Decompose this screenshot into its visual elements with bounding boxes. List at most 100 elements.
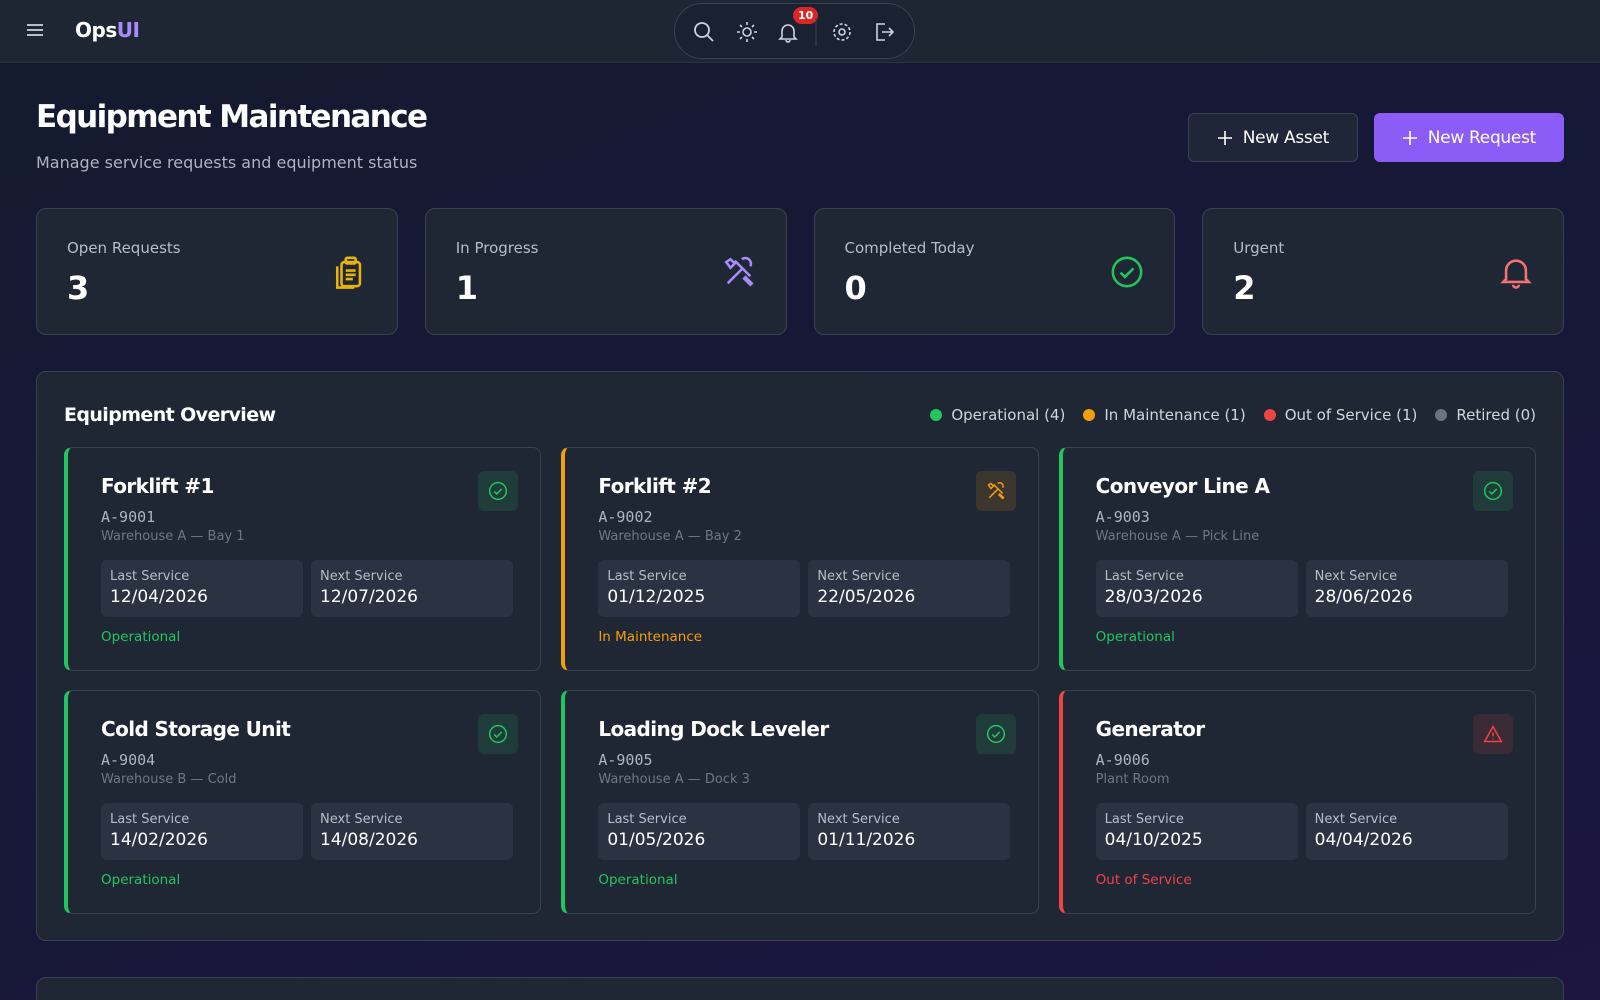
stat-value: 3	[67, 269, 90, 307]
legend-dot	[1083, 409, 1096, 421]
logo-accent: UI	[116, 18, 140, 42]
button-label: New Request	[1427, 127, 1537, 148]
equipment-name: Conveyor Line A	[1095, 474, 1270, 498]
location: Warehouse A — Dock 3	[598, 772, 750, 787]
service-date: 12/07/2026	[320, 587, 418, 607]
legend: Operational (4) In Maintenance (1) Out of …	[930, 406, 1536, 424]
equipment-name: Forklift #1	[101, 474, 214, 498]
equipment-card: Forklift #1 A-9001 Warehouse A — Bay 1 Last…	[64, 447, 542, 671]
status-text: Operational	[101, 872, 181, 888]
stat-label: Open Requests	[67, 239, 181, 257]
status-icon	[975, 714, 1016, 754]
location: Warehouse A — Bay 2	[598, 529, 742, 544]
service-date: 04/04/2026	[1314, 830, 1413, 850]
theme-button[interactable]	[736, 21, 758, 43]
logout-button[interactable]	[873, 21, 895, 43]
logo-text: Ops	[75, 18, 117, 42]
service-date: 12/04/2026	[110, 587, 208, 607]
page-subtitle: Manage service requests and equipment st…	[36, 153, 418, 172]
location: Plant Room	[1095, 772, 1170, 787]
service-box: Last Service 14/02/2026	[101, 803, 303, 860]
stat-value: 1	[455, 269, 479, 307]
icon	[489, 481, 508, 501]
service-box: Last Service 01/12/2025	[598, 560, 801, 617]
service-date: 28/06/2026	[1314, 587, 1413, 607]
location: Warehouse A — Pick Line	[1095, 529, 1260, 544]
service-label: Next Service	[1314, 812, 1398, 827]
plus-icon	[1217, 130, 1232, 145]
service-box: Next Service 12/07/2026	[311, 560, 513, 617]
panel-title: Equipment Overview	[64, 404, 276, 426]
service-label: Next Service	[320, 812, 403, 827]
status-text: Operational	[598, 872, 678, 888]
page-header: Equipment Maintenance Manage service req…	[36, 63, 1564, 208]
service-label: Next Service	[320, 569, 403, 584]
next-panel	[36, 977, 1564, 1000]
button-label: New Asset	[1242, 127, 1330, 148]
stat-value: 0	[844, 269, 867, 307]
stat-card: In Progress 1	[424, 208, 787, 335]
service-date: 28/03/2026	[1104, 587, 1203, 607]
equipment-name: Cold Storage Unit	[101, 717, 291, 741]
divider	[815, 18, 817, 46]
status-icon	[478, 471, 519, 511]
page-title: Equipment Maintenance	[36, 99, 428, 135]
main: Equipment Maintenance Manage service req…	[0, 63, 1600, 1000]
service-label: Last Service	[1104, 812, 1184, 827]
service-box: Last Service 04/10/2025	[1095, 803, 1298, 860]
equipment-name: Generator	[1095, 717, 1206, 741]
stats-row: Open Requests 3 In Progress 1 Completed Toda…	[36, 208, 1564, 335]
service-label: Last Service	[110, 812, 190, 827]
new-request-button[interactable]: New Request	[1373, 113, 1564, 162]
equipment-card: Generator A-9006 Plant Room Last Service 04/…	[1058, 690, 1536, 914]
service-box: Last Service 01/05/2026	[598, 803, 801, 860]
service-date: 01/11/2026	[817, 830, 916, 850]
legend-dot	[1435, 409, 1448, 421]
service-date: 14/08/2026	[320, 830, 418, 850]
icon	[1500, 259, 1532, 289]
toolbar: 10	[674, 3, 915, 59]
equipment-card: Conveyor Line A A-9003 Warehouse A — Pick …	[1058, 447, 1536, 671]
icon	[1111, 256, 1143, 288]
stat-card: Open Requests 3	[36, 208, 398, 335]
stat-card: Urgent 2	[1202, 208, 1564, 335]
stat-card: Completed Today 0	[813, 208, 1176, 335]
logo[interactable]: OpsUI	[75, 18, 140, 42]
status-text: Out of Service	[1095, 872, 1192, 888]
legend-label: In Maintenance (1)	[1104, 406, 1246, 424]
equipment-name: Forklift #2	[598, 474, 712, 498]
equipment-name: Loading Dock Leveler	[598, 717, 829, 741]
stat-label: Completed Today	[844, 239, 975, 257]
icon	[723, 256, 754, 287]
search-button[interactable]	[693, 21, 715, 43]
equipment-card: Loading Dock Leveler A-9005 Warehouse A — …	[561, 690, 1039, 914]
service-box: Next Service 01/11/2026	[808, 803, 1011, 860]
stat-label: Urgent	[1233, 239, 1285, 257]
icon	[335, 256, 361, 289]
menu-button[interactable]	[26, 22, 44, 38]
service-box: Next Service 22/05/2026	[808, 560, 1011, 617]
legend-dot	[1263, 409, 1276, 421]
service-date: 04/10/2025	[1104, 830, 1203, 850]
notifications-button[interactable]	[777, 21, 799, 43]
status-icon	[478, 714, 519, 754]
asset-id: A-9002	[598, 508, 653, 526]
service-label: Next Service	[1314, 569, 1398, 584]
settings-button[interactable]	[831, 21, 853, 43]
status-text: Operational	[1095, 629, 1175, 645]
service-label: Last Service	[110, 569, 190, 584]
icon	[986, 724, 1005, 744]
service-box: Last Service 28/03/2026	[1095, 560, 1298, 617]
status-text: Operational	[101, 629, 181, 645]
asset-id: A-9006	[1095, 751, 1150, 769]
service-box: Next Service 14/08/2026	[311, 803, 513, 860]
plus-icon	[1402, 130, 1417, 145]
equipment-card: Forklift #2 A-9002 Warehouse A — Bay 2 Last…	[561, 447, 1039, 671]
status-icon	[1473, 471, 1513, 511]
service-label: Next Service	[817, 812, 900, 827]
legend-label: Out of Service (1)	[1284, 406, 1418, 424]
asset-id: A-9004	[101, 751, 156, 769]
new-asset-button[interactable]: New Asset	[1187, 113, 1358, 162]
